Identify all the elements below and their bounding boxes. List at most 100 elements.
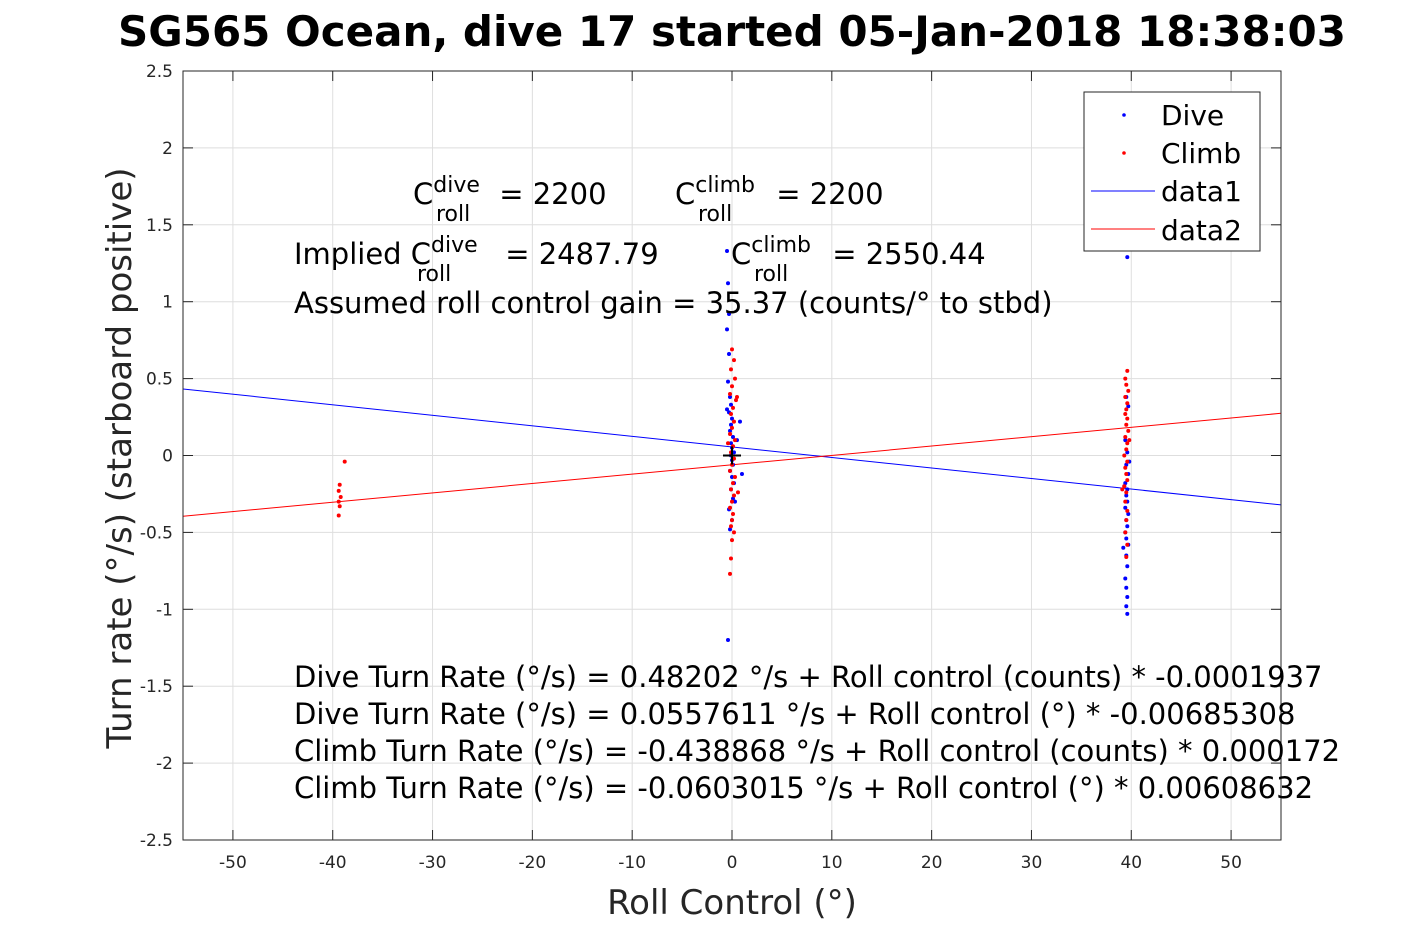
legend-climb-marker [1122, 151, 1126, 155]
dive-point [728, 395, 733, 400]
dive-point [729, 402, 734, 407]
dive-point [729, 422, 734, 427]
dive-point [1124, 604, 1129, 609]
climb-point [1123, 530, 1128, 535]
climb-point [1123, 411, 1128, 416]
c-roll-dive-base: C [413, 177, 433, 211]
climb-point [729, 411, 734, 416]
climb-point [1124, 382, 1129, 387]
dive-point [1124, 462, 1129, 467]
dive-point [1125, 564, 1130, 569]
climb-point [338, 495, 343, 500]
climb-point [1123, 395, 1128, 400]
implied-climb-value: = 2550.44 [823, 237, 986, 271]
x-tick-label: 40 [1120, 853, 1142, 873]
dive-point [725, 407, 730, 412]
c-roll-climb-sub: roll [698, 202, 732, 227]
climb-point [733, 398, 738, 403]
y-tick-label: 0 [162, 447, 173, 467]
dive-point [737, 419, 742, 424]
c-roll-climb-value: = 2200 [767, 177, 884, 211]
data-points [336, 248, 1132, 643]
climb-point [1127, 438, 1132, 443]
climb-point [730, 511, 735, 516]
dive-point [728, 527, 733, 532]
climb-point [337, 482, 342, 487]
climb-point [1122, 484, 1127, 489]
dive-point [728, 428, 733, 433]
climb-point [1124, 422, 1129, 427]
dive-point [726, 379, 731, 384]
climb-point [1125, 441, 1130, 446]
climb-point [729, 487, 734, 492]
climb-point [1124, 555, 1129, 560]
legend-box [1083, 91, 1261, 252]
climb-point [730, 384, 734, 389]
climb-point [336, 488, 341, 493]
climb-point [732, 475, 737, 480]
dive-point [726, 281, 731, 286]
climb-point [1125, 416, 1130, 421]
dive-point [1124, 493, 1129, 498]
dive-point [739, 471, 744, 476]
climb-point [1124, 447, 1129, 452]
axis-ticks: -50 -40 -30 -20 -10 0 10 20 30 40 50-2.5-2-1.5-1-0… [140, 62, 1281, 873]
y-tick-label: 0.5 [146, 370, 173, 390]
x-tick-label: -20 [518, 853, 546, 873]
dive-point [730, 475, 734, 480]
center-marker [723, 446, 741, 465]
climb-point [1125, 401, 1130, 406]
climb-point [729, 524, 734, 529]
y-tick-label: 1 [162, 293, 173, 313]
climb-point [731, 419, 736, 424]
climb-point [735, 490, 740, 495]
implied-climb-sup: climb [751, 233, 811, 258]
dive-point [1123, 505, 1128, 510]
climb-point [730, 481, 735, 486]
x-tick-label: -10 [618, 853, 646, 873]
equation-climb-counts: Climb Turn Rate (°/s) = -0.438868 °/s + … [294, 734, 1340, 768]
legend-climb-label: Climb [1161, 137, 1241, 170]
dive-point [1125, 524, 1130, 529]
climb-point [728, 391, 733, 396]
c-roll-dive-value: = 2200 [490, 177, 607, 211]
dive-point [1124, 585, 1129, 590]
climb-point [1125, 508, 1130, 513]
equation-dive-degrees: Dive Turn Rate (°/s) = 0.0557611 °/s + R… [294, 697, 1295, 731]
y-tick-label: -0.5 [140, 523, 173, 543]
x-tick-label: 0 [727, 853, 738, 873]
y-axis-label: Turn rate (°/s) (starboard positive) [100, 167, 140, 749]
implied-climb-base: C [731, 237, 751, 271]
c-roll-dive-sub: roll [436, 202, 470, 227]
climb-point [1125, 542, 1130, 547]
climb-point [1124, 518, 1129, 523]
dive-point [730, 435, 735, 440]
dive-point [1125, 594, 1130, 599]
legend-data1-label: data1 [1161, 175, 1242, 208]
y-tick-label: -1 [156, 600, 173, 620]
climb-point [728, 505, 733, 510]
climb-point [337, 504, 342, 509]
dive-point [1126, 511, 1131, 516]
climb-point [1124, 407, 1129, 412]
legend-data2-label: data2 [1161, 214, 1242, 247]
climb-point [730, 499, 734, 504]
climb-point [730, 538, 734, 543]
implied-c-roll-climb: Cclimb roll = 2550.44 [731, 233, 986, 287]
implied-dive-value: = 2487.79 [496, 237, 659, 271]
y-tick-label: 1.5 [146, 216, 173, 236]
climb-point [1124, 471, 1129, 476]
climb-point [731, 530, 736, 535]
implied-c-roll-dive: Implied Cdive roll = 2487.79 [294, 233, 659, 287]
x-tick-label: 10 [821, 853, 843, 873]
dive-point [727, 351, 732, 356]
dive-point [732, 499, 737, 504]
roll-gain-note: Assumed roll control gain = 35.37 (count… [294, 286, 1053, 320]
implied-climb-sub: roll [754, 262, 788, 287]
climb-point [1123, 465, 1128, 470]
climb-point [1123, 376, 1128, 381]
implied-prefix: Implied [294, 237, 411, 271]
climb-point [1125, 459, 1130, 464]
implied-dive-sub: roll [417, 262, 451, 287]
